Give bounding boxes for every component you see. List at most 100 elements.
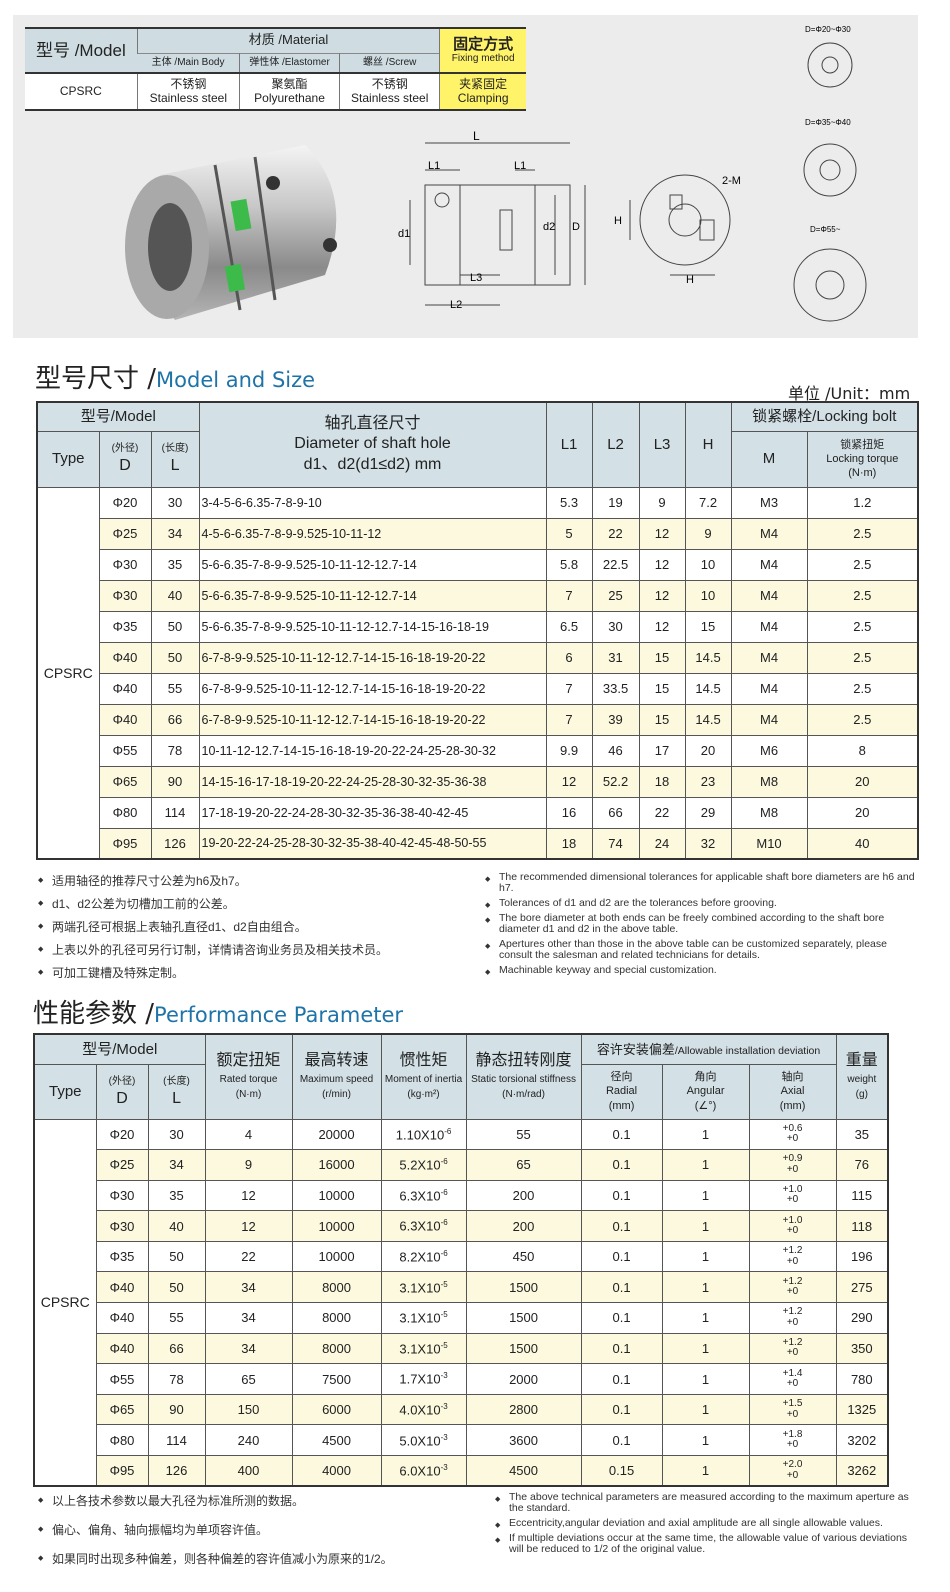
cell-weight: 1325	[835, 1393, 889, 1426]
cell-l: 78	[147, 1363, 206, 1395]
cell-diameters: 4-5-6-6.35-7-8-9-9.525-10-11-12	[198, 517, 547, 550]
elastomer-value: 聚氨酯 Polyurethane	[238, 72, 340, 110]
cell-d: Φ40	[98, 703, 152, 736]
table-row: Φ55 78 65 7500 1.7X10-3 2000 0.1 1 +1.4 +0 780	[34, 1363, 889, 1395]
cell-h: 29	[684, 796, 732, 829]
cell-l2: 46	[591, 734, 640, 767]
note-item: Machinable keyway and special customizat…	[485, 965, 915, 977]
perf-notes-en: The above technical parameters are measu…	[495, 1491, 915, 1559]
axial-lower: +0	[786, 1133, 799, 1145]
note-item: 偏心、偏角、轴向振幅均为单项容许值。	[38, 1521, 478, 1538]
cell-d: Φ30	[98, 579, 152, 612]
cell-inertia: 1.10X10-6	[380, 1118, 467, 1151]
cell-d: Φ20	[98, 486, 152, 519]
inertia-exponent: -6	[444, 1126, 452, 1136]
cell-ang: 1	[661, 1455, 750, 1487]
cn: 轴向	[781, 1071, 804, 1084]
table-row: Φ40 50 34 8000 3.1X10-5 1500 0.1 1 +1.2 +0 275	[34, 1271, 889, 1304]
cell-weight: 3202	[835, 1424, 889, 1457]
axial-lower: +0	[786, 1286, 799, 1298]
h-l3: L3	[638, 401, 686, 488]
performance-title: 性能参数 /Performance Parameter	[33, 993, 403, 1030]
screw-en: Stainless steel	[351, 90, 429, 105]
cell-axial: +1.2 +0	[748, 1302, 837, 1334]
cell-radial: 0.1	[580, 1210, 663, 1242]
cell-torque: 12	[204, 1179, 293, 1212]
cell-l3: 18	[638, 765, 686, 798]
elastomer-en: Polyurethane	[254, 90, 325, 105]
axial-upper: +1.2	[782, 1275, 803, 1287]
table-row: Φ80 114 17-18-19-20-22-24-28-30-32-35-36-3…	[37, 796, 919, 829]
cell-inertia: 5.2X10-6	[380, 1149, 467, 1181]
cell-stiff: 2800	[465, 1393, 582, 1426]
cell-torque: 2.5	[806, 579, 919, 612]
table-row: Φ30 40 12 10000 6.3X10-6 200 0.1 1 +1.0 +0 118	[34, 1210, 889, 1242]
cell-h: 7.2	[684, 486, 732, 519]
cell-diameters: 6-7-8-9-9.525-10-11-12-12.7-14-15-16-18-…	[198, 641, 547, 674]
cell-torque: 34	[204, 1302, 293, 1334]
cell-l3: 9	[638, 486, 686, 519]
inertia-exponent: -6	[440, 1187, 448, 1197]
cell-m: M10	[730, 827, 808, 860]
cell-d: Φ25	[98, 517, 152, 550]
elastomer-cn: 聚氨酯	[271, 76, 308, 91]
cell-diameters: 5-6-6.35-7-8-9-9.525-10-11-12-12.7-14-15…	[198, 610, 547, 643]
cell-torque: 2.5	[806, 672, 919, 705]
cell-m: M8	[730, 765, 808, 798]
cell-torque: 34	[204, 1332, 293, 1365]
cell-l: 50	[147, 1271, 206, 1304]
note-item: 如果同时出现多种偏差，则各种偏差的容许值减小为原来的1/2。	[38, 1550, 478, 1567]
cell-inertia: 3.1X10-5	[380, 1271, 467, 1304]
axial-upper: +1.0	[782, 1214, 803, 1226]
table-row: Φ95 126 400 4000 6.0X10-3 4500 0.15 1 +2.0 +0 3262	[34, 1455, 889, 1487]
table-row: Φ30 40 5-6-6.35-7-8-9-9.525-10-11-12-12.7-…	[37, 579, 919, 612]
table-row: Φ30 35 12 10000 6.3X10-6 200 0.1 1 +1.0 +0 115	[34, 1179, 889, 1212]
cell-l1: 16	[545, 796, 593, 829]
table-row: Φ55 78 10-11-12-12.7-14-15-16-18-19-20-22-…	[37, 734, 919, 767]
cell-l1: 7	[545, 579, 593, 612]
cell-m: M4	[730, 703, 808, 736]
table-row: Φ25 34 9 16000 5.2X10-6 65 0.1 1 +0.9 +0 76	[34, 1149, 889, 1181]
dim-L1-right: L1	[514, 160, 526, 172]
cell-l: 34	[147, 1149, 206, 1181]
coupling-product-photo	[125, 145, 337, 320]
cell-weight: 76	[835, 1149, 889, 1181]
cn: 径向	[610, 1071, 633, 1084]
inertia-exponent: -3	[440, 1371, 448, 1381]
cell-l2: 74	[591, 827, 640, 860]
table-row: Φ25 34 4-5-6-6.35-7-8-9-9.525-10-11-12 5 22 1…	[37, 517, 919, 550]
inertia-mantissa: 6.3X10	[399, 1188, 441, 1204]
cell-stiff: 1500	[465, 1332, 582, 1365]
cell-l1: 7	[545, 672, 593, 705]
h-dia-cn: 轴孔直径尺寸	[324, 414, 421, 432]
cell-radial: 0.1	[580, 1393, 663, 1426]
table-row: Φ30 35 5-6-6.35-7-8-9-9.525-10-11-12-12.7-…	[37, 548, 919, 581]
unit-label: 单位 /Unit：mm	[788, 384, 911, 403]
h-l1: L1	[545, 401, 593, 488]
axial-upper: +1.2	[782, 1336, 803, 1348]
cell-stiff: 200	[465, 1179, 582, 1212]
cell-d: Φ80	[98, 796, 152, 829]
cell-d: Φ40	[95, 1332, 149, 1365]
cell-stiff: 55	[465, 1118, 582, 1151]
cell-h: 20	[684, 734, 732, 767]
cell-weight: 118	[835, 1210, 889, 1242]
table-row: Φ35 50 5-6-6.35-7-8-9-9.525-10-11-12-12.7-…	[37, 610, 919, 643]
cell-stiff: 1500	[465, 1271, 582, 1304]
inertia-exponent: -5	[440, 1340, 448, 1350]
cell-weight: 115	[835, 1179, 889, 1212]
inertia-mantissa: 1.10X10	[395, 1126, 445, 1142]
axial-upper: +1.2	[782, 1306, 803, 1318]
cell-stiff: 200	[465, 1210, 582, 1242]
cell-l3: 12	[638, 579, 686, 612]
inertia-exponent: -6	[440, 1249, 448, 1258]
table-row: Φ65 90 150 6000 4.0X10-3 2800 0.1 1 +1.5 +0 1325	[34, 1393, 889, 1426]
cell-d: Φ80	[95, 1424, 149, 1457]
cell-l2: 22	[591, 517, 640, 550]
en: Rated torque	[219, 1074, 278, 1086]
en: Axial	[780, 1085, 805, 1098]
en: Static torsional stiffness	[471, 1074, 576, 1086]
cell-h: 14.5	[684, 641, 732, 674]
cell-l: 50	[150, 641, 200, 674]
cn: (长度)	[163, 1075, 190, 1087]
